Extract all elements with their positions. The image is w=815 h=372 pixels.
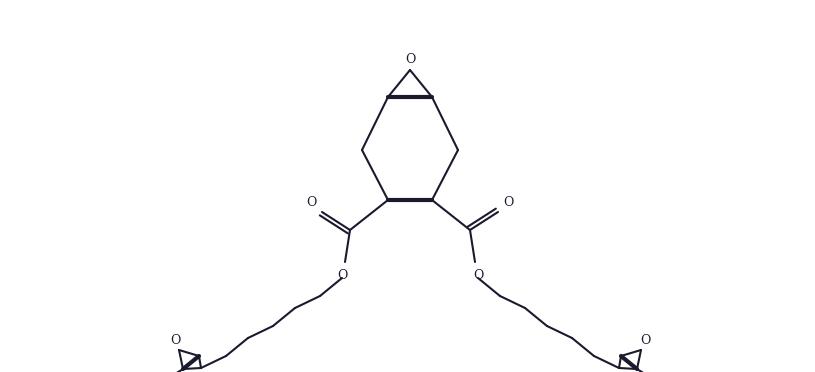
Text: O: O [503,196,513,209]
Text: O: O [405,53,415,66]
Text: O: O [640,334,650,347]
Text: O: O [473,269,483,282]
Text: O: O [170,334,180,347]
Text: O: O [306,196,317,209]
Text: O: O [337,269,347,282]
